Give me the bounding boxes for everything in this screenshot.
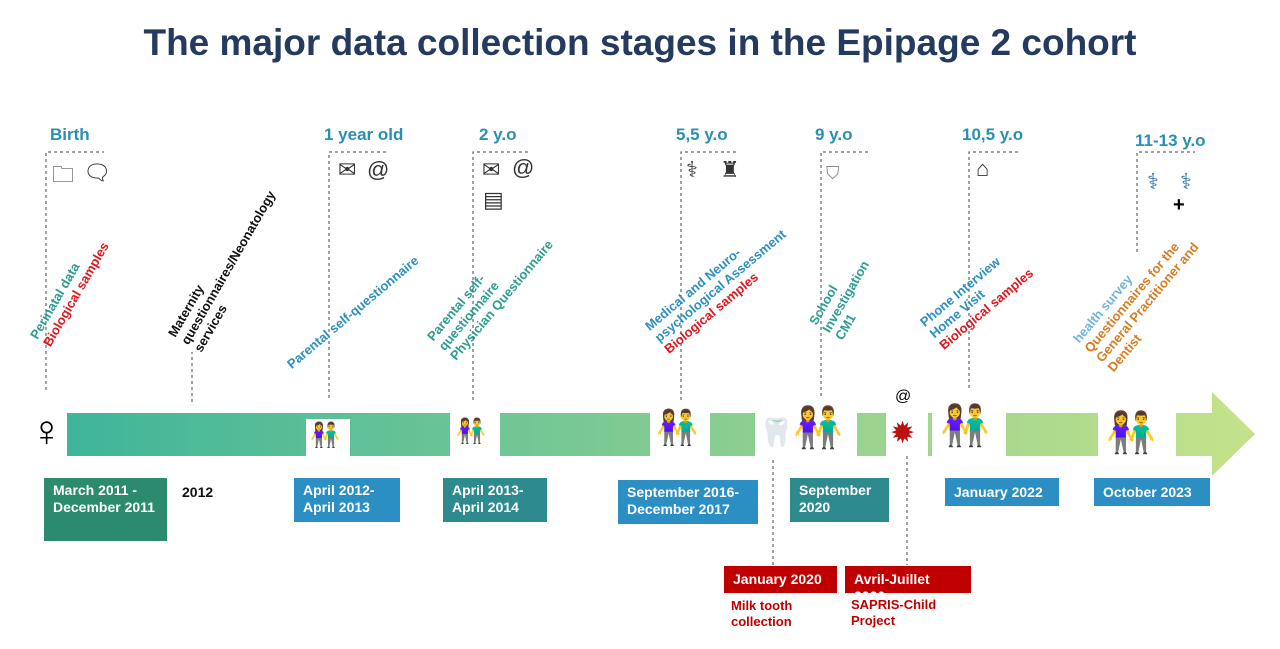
age-5-5: 5,5 y.o bbox=[676, 125, 728, 144]
date-box-2011: March 2011 - December 2011 bbox=[44, 478, 167, 541]
age-2: 2 y.o bbox=[479, 125, 517, 144]
date-box-2022: January 2022 bbox=[945, 478, 1059, 506]
virus-icon: ✹ bbox=[886, 410, 928, 456]
children-icon: 👫 bbox=[306, 419, 350, 457]
stethoscope-icon: ⚕ bbox=[686, 157, 698, 182]
date-box-2020: September 2020 bbox=[790, 478, 889, 522]
age-11-13: 11-13 y.o bbox=[1135, 131, 1206, 150]
children-icon: 👫 bbox=[650, 405, 710, 460]
doctor-icon: ⚕ bbox=[1180, 169, 1192, 194]
date-box-avril-2020: Avril-Juillet 2020 bbox=[845, 566, 971, 604]
plus-icon: + bbox=[1173, 194, 1185, 216]
note-sapris: SAPRIS-Child Project bbox=[851, 597, 937, 628]
at-icon: @ bbox=[512, 155, 535, 180]
date-box-2013: April 2013- April 2014 bbox=[443, 478, 547, 522]
page-title: The major data collection stages in the … bbox=[143, 22, 1137, 63]
age-1-year: 1 year old bbox=[324, 125, 404, 144]
backpack-icon: ⛉ bbox=[826, 163, 840, 183]
children-icon: 👫 bbox=[1098, 403, 1176, 463]
children-icon: 👫 bbox=[450, 413, 500, 456]
age-9: 9 y.o bbox=[815, 125, 853, 144]
age-birth: Birth bbox=[50, 125, 90, 144]
meeting-icon: ♜ bbox=[720, 157, 740, 182]
tooth-icon: 🦷 bbox=[755, 410, 794, 456]
date-box-jan-2020: January 2020 bbox=[724, 566, 837, 593]
at-icon: @ bbox=[895, 388, 912, 405]
envelope-icon: ✉ bbox=[482, 157, 501, 182]
folder-icon: 🗀 bbox=[52, 162, 75, 187]
pregnant-woman-icon: ♀ bbox=[30, 407, 63, 456]
date-box-2023: October 2023 bbox=[1094, 478, 1210, 506]
date-2012: 2012 bbox=[182, 484, 214, 500]
children-icon: 👫 bbox=[787, 398, 857, 458]
note-milk-tooth: Milk tooth collection bbox=[731, 598, 793, 629]
doctor-icon: ⚕ bbox=[1147, 169, 1159, 194]
at-icon: @ bbox=[367, 157, 390, 182]
document-icon: ▤ bbox=[483, 187, 504, 212]
house-icon: ⌂ bbox=[976, 156, 990, 181]
age-10-5: 10,5 y.o bbox=[962, 125, 1024, 144]
date-box-2012: April 2012- April 2013 bbox=[294, 478, 400, 522]
date-box-2016: September 2016- December 2017 bbox=[618, 480, 758, 524]
speech-bubble-icon: 🗨 bbox=[83, 160, 111, 185]
children-icon: 👫 bbox=[932, 396, 1006, 456]
envelope-icon: ✉ bbox=[338, 157, 357, 182]
